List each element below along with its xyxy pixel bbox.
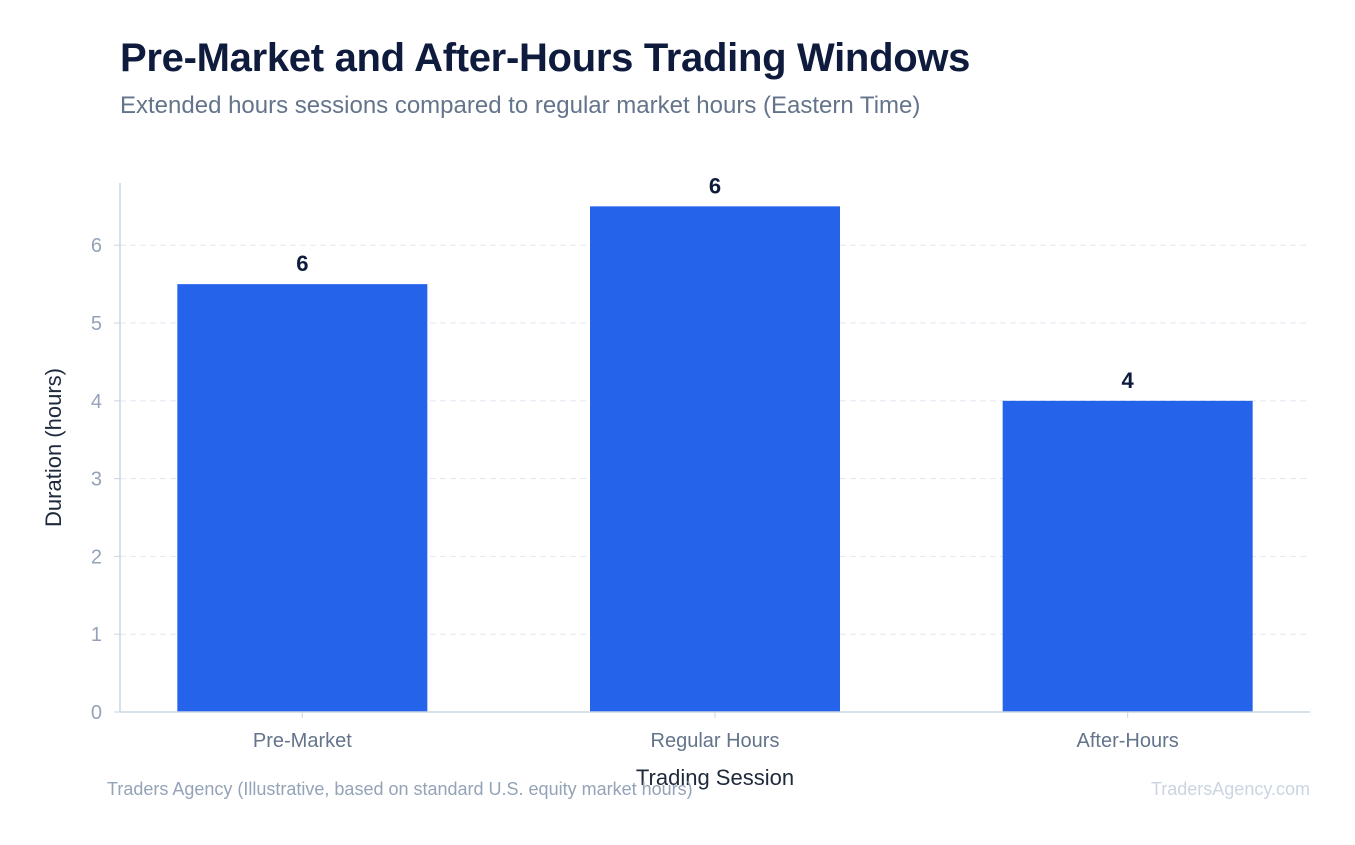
y-axis-title: Duration (hours) (41, 368, 66, 527)
watermark: TradersAgency.com (1150, 779, 1310, 799)
data-label: 6 (296, 251, 308, 276)
data-label: 6 (709, 173, 721, 198)
y-tick-label: 4 (91, 391, 102, 413)
y-tick-labels: 0 1 2 3 4 5 6 (91, 235, 120, 724)
y-tick-label: 5 (91, 313, 102, 335)
bar (177, 284, 428, 712)
y-tick-label: 2 (91, 546, 102, 568)
y-tick-label: 6 (91, 235, 102, 257)
y-tick-label: 0 (91, 702, 102, 724)
source-note: Traders Agency (Illustrative, based on s… (107, 779, 693, 799)
data-labels: 6 6 4 (296, 173, 1134, 392)
bar (590, 206, 840, 712)
y-tick-label: 3 (91, 469, 102, 491)
bars (177, 206, 1253, 712)
x-tick-label: Regular Hours (651, 730, 780, 752)
x-axis-title: Trading Session (636, 765, 794, 790)
x-tick-labels: Pre-Market Regular Hours After-Hours (253, 712, 1179, 752)
y-tick-label: 1 (91, 624, 102, 646)
chart-subtitle: Extended hours sessions compared to regu… (120, 92, 921, 119)
x-tick-label: After-Hours (1077, 730, 1179, 752)
x-tick-label: Pre-Market (253, 730, 352, 752)
data-label: 4 (1122, 368, 1135, 393)
bar (1002, 400, 1253, 712)
chart-title: Pre-Market and After-Hours Trading Windo… (120, 36, 971, 80)
